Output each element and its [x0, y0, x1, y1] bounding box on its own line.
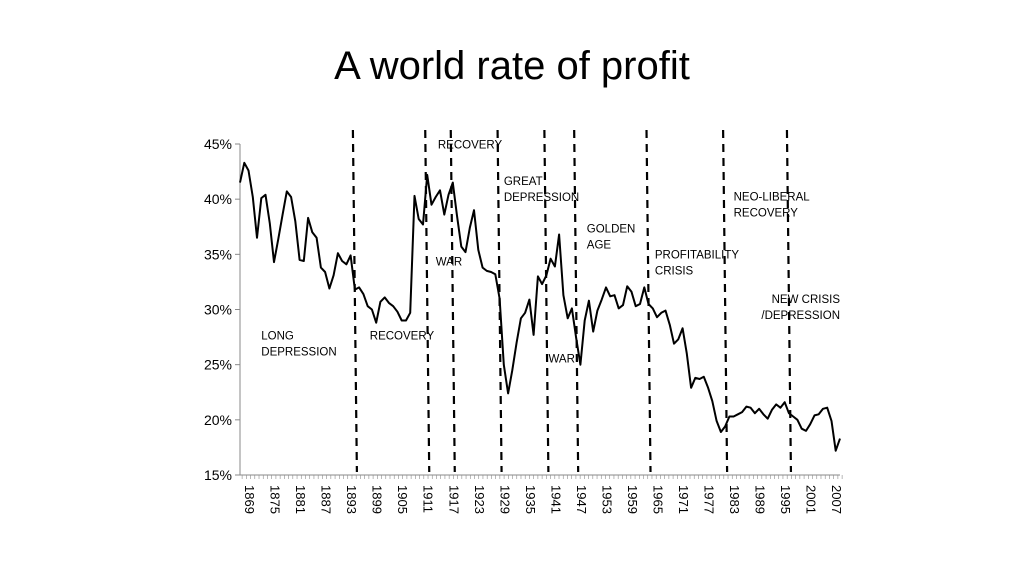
x-tick-label: 2007 [829, 485, 844, 514]
annotation-golden-age: GOLDEN AGE [587, 223, 636, 251]
annotation-line: AGE [587, 239, 612, 251]
annotation-recovery-1: RECOVERY [370, 330, 435, 342]
annotation-line: CRISIS [655, 266, 694, 278]
series-group [239, 161, 841, 452]
period-divider [573, 129, 580, 473]
y-tick-label: 15% [204, 467, 232, 483]
y-tick-label: 35% [204, 246, 232, 262]
y-tick-label: 40% [204, 191, 232, 207]
annotation-line: /DEPRESSION [761, 310, 840, 322]
x-tick-label: 1935 [523, 485, 538, 514]
y-tick-label: 25% [204, 357, 232, 373]
annotation-great-depression: GREAT DEPRESSION [504, 176, 579, 204]
series-line-rate-of-profit [239, 161, 841, 452]
x-tick-label: 1977 [702, 485, 717, 514]
x-tick-label: 1923 [472, 485, 487, 514]
annotations: LONG DEPRESSION RECOVERY WAR RECOVERY GREAT DE… [261, 139, 840, 365]
x-tick-label: 1971 [676, 485, 691, 514]
x-tick-label: 1893 [344, 485, 359, 514]
x-tick-label: 1929 [497, 485, 512, 514]
annotation-long-depression: LONG DEPRESSION [261, 330, 336, 358]
annotation-new-crisis-depression: NEW CRISIS/DEPRESSION [761, 294, 840, 322]
x-tick-label: 1947 [574, 485, 589, 514]
x-tick-label: 1905 [395, 485, 410, 514]
y-tick-label: 45% [204, 136, 232, 152]
period-divider [449, 129, 456, 473]
annotation-line: WAR [436, 256, 462, 268]
y-tick-label: 30% [204, 302, 232, 318]
period-divider [351, 129, 358, 473]
period-divider [543, 129, 550, 473]
x-tick-label: 2001 [804, 485, 819, 514]
annotation-line: WAR [549, 353, 575, 365]
annotation-line: GREAT [504, 176, 543, 188]
annotation-line: GOLDEN [587, 223, 636, 235]
x-tick-label: 1989 [753, 485, 768, 514]
chart-title: A world rate of profit [334, 44, 690, 88]
annotation-recovery-2: RECOVERY [438, 139, 503, 151]
x-tick-label: 1887 [319, 485, 334, 514]
annotation-line: NEW CRISIS [772, 294, 841, 306]
annotation-line: DEPRESSION [261, 346, 336, 358]
x-tick-label: 1965 [651, 485, 666, 514]
annotation-line: PROFITABILITY [655, 250, 739, 262]
x-tick-label: 1899 [370, 485, 385, 514]
annotation-line: RECOVERY [734, 207, 799, 219]
annotation-line: NEO-LIBERAL [734, 191, 811, 203]
annotation-war-2: WAR [549, 353, 575, 365]
x-tick-label: 1941 [548, 485, 563, 514]
x-tick-label: 1995 [778, 485, 793, 514]
annotation-line: RECOVERY [438, 139, 503, 151]
x-axis: 1869 1875 1881 1887 1893 1899 1905 1911 1917 1923… [240, 474, 844, 514]
x-tick-label: 1875 [268, 485, 283, 514]
x-tick-label: 1917 [446, 485, 461, 514]
x-tick-label: 1881 [293, 485, 308, 514]
y-axis: 15% 20% 25% 30% 35% 40% 45% [204, 136, 241, 483]
y-tick-label: 20% [204, 412, 232, 428]
x-tick-label: 1959 [625, 485, 640, 514]
period-dividers [351, 129, 793, 473]
annotation-neo-liberal-recovery: NEO-LIBERAL RECOVERY [734, 191, 811, 219]
annotation-line: RECOVERY [370, 330, 435, 342]
x-tick-label: 1869 [242, 485, 257, 514]
period-divider [722, 129, 729, 473]
x-tick-label: 1911 [421, 485, 436, 513]
annotation-line: DEPRESSION [504, 192, 579, 204]
x-tick-label: 1983 [727, 485, 742, 514]
annotation-profitability-crisis: PROFITABILITY CRISIS [655, 250, 739, 278]
annotation-war-1: WAR [436, 256, 462, 268]
x-tick-label: 1953 [599, 485, 614, 514]
annotation-line: LONG [261, 330, 294, 342]
